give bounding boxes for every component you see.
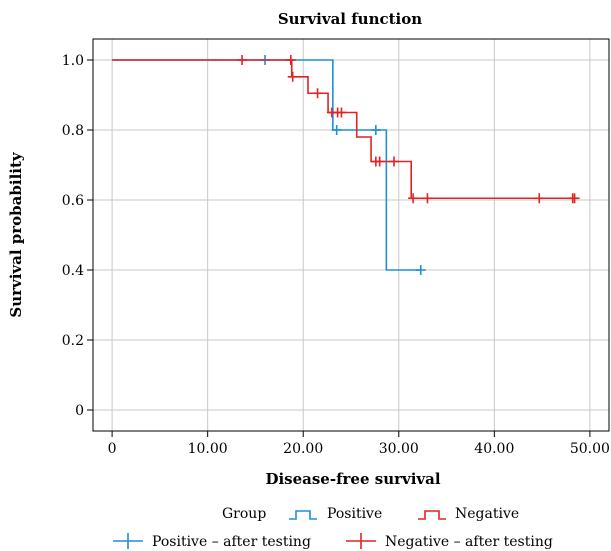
legend: Group Positive Negative Positive – after… [113,506,553,550]
y-tick-label: 0.4 [62,263,84,279]
y-tick-label: 0.8 [62,123,84,139]
censor-mark-negative [312,88,323,99]
km-curve-positive [112,59,421,271]
censor-mark-negative [422,193,433,204]
censor-mark-positive [331,125,342,135]
y-axis: 0 0.2 0.4 0.6 0.8 1.0 [62,53,93,419]
legend-positive-censor-swatch [113,533,143,549]
censor-mark-negative [389,156,399,167]
x-tick-label: 40.00 [474,441,514,457]
legend-negative-censor-swatch [346,533,376,549]
x-tick-label: 50.00 [570,441,610,457]
y-tick-label: 0 [75,403,84,419]
legend-positive-label: Positive [327,506,382,522]
plot-frame [92,38,610,432]
y-tick-label: 1.0 [62,53,84,69]
censor-mark-negative [336,107,347,118]
x-tick-label: 30.00 [379,441,419,457]
legend-positive-censor-label: Positive – after testing [152,534,311,550]
censor-mark-negative [287,71,298,82]
y-tick-label: 0.6 [62,193,84,209]
x-tick-label: 20.00 [283,441,323,457]
x-axis-title: Disease-free survival [265,470,440,488]
censor-mark-negative [374,156,385,167]
censor-mark-negative [534,193,545,204]
legend-group-title: Group [222,506,266,522]
censor-mark-negative [569,193,580,204]
x-tick-label: 0 [108,441,117,457]
censor-mark-negative [408,193,419,204]
censor-mark-negative [285,55,296,65]
chart-title: Survival function [278,10,422,28]
censor-mark-negative [237,55,248,65]
legend-negative-censor-label: Negative – after testing [385,534,553,550]
legend-negative-label: Negative [455,506,519,522]
y-axis-title: Survival probability [7,151,25,318]
grid [93,39,609,431]
censor-mark-positive [370,125,381,135]
y-tick-label: 0.2 [62,333,84,349]
x-tick-label: 10.00 [188,441,228,457]
x-axis: 0 10.00 20.00 30.00 40.00 50.00 [108,431,610,457]
series-layer [112,55,580,275]
legend-negative-line-swatch [418,510,446,520]
censor-mark-positive [415,265,426,275]
km-curve-negative [112,59,575,200]
legend-positive-line-swatch [289,510,317,520]
